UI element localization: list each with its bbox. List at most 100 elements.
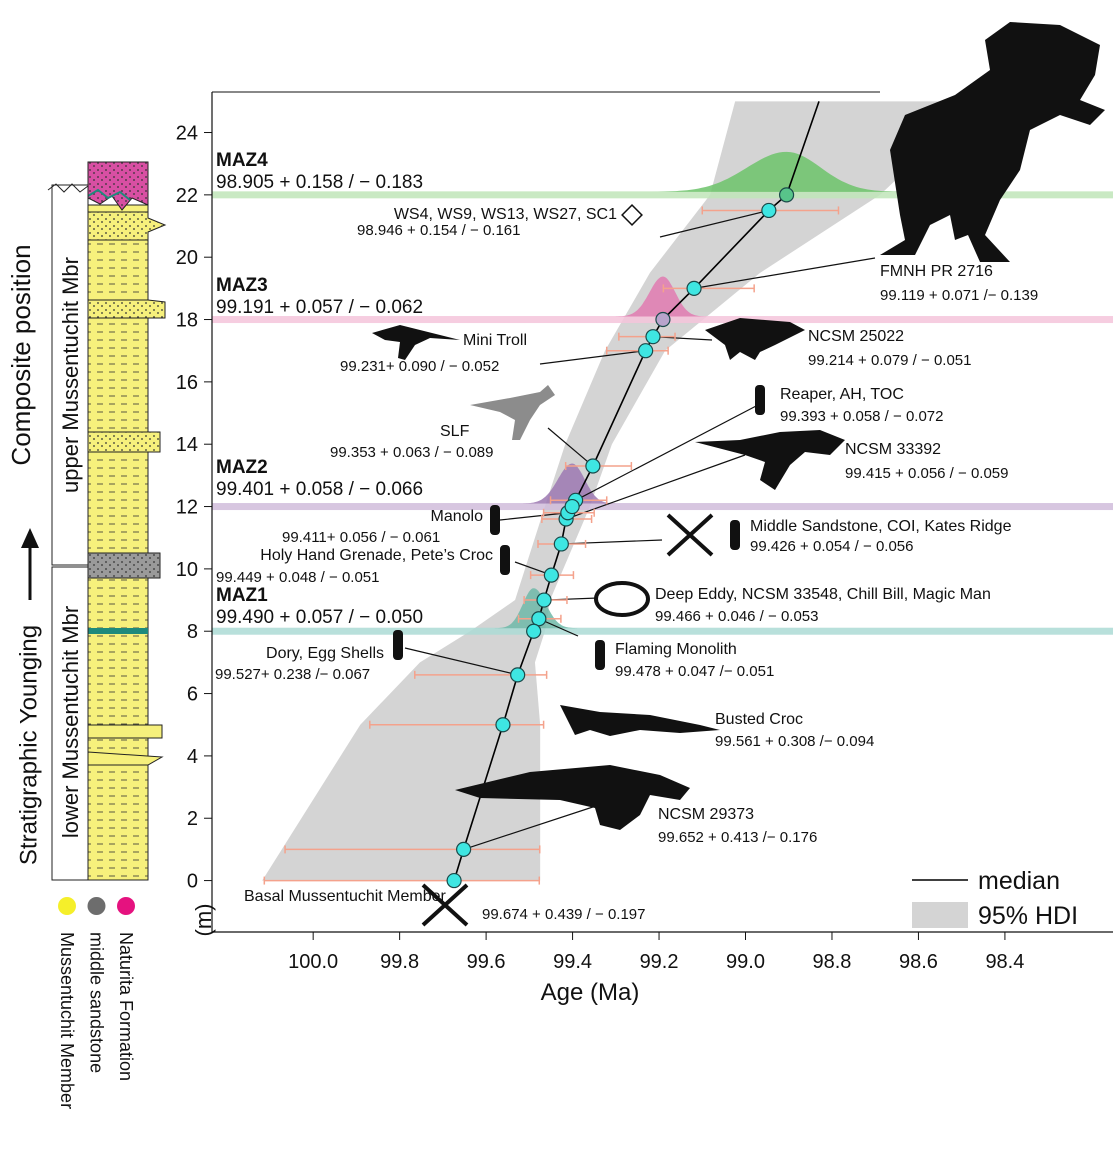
sample-name: Basal Mussentuchit Member xyxy=(244,888,447,905)
error-bar xyxy=(662,284,755,293)
sample-name: NCSM 29373 xyxy=(658,806,754,823)
maz-age: 99.191 + 0.057 / − 0.062 xyxy=(216,297,423,318)
silhouette xyxy=(695,430,845,490)
legend-swatch xyxy=(912,902,968,928)
error-bar xyxy=(605,346,669,355)
sample-point xyxy=(645,329,661,345)
bone-icon xyxy=(595,640,605,670)
sample-age: 99.415 + 0.056 / − 0.059 xyxy=(845,465,1008,482)
silhouette xyxy=(455,765,690,830)
leader-line xyxy=(575,404,759,501)
maz-density xyxy=(518,463,626,504)
sample-point xyxy=(536,592,552,608)
hdi-band xyxy=(262,101,980,881)
y-tick-label: 10 xyxy=(176,559,198,581)
sample-name: Dory, Egg Shells xyxy=(266,645,384,662)
bone-icon xyxy=(490,505,500,535)
sample-age: 99.119 + 0.071 /− 0.139 xyxy=(880,287,1038,304)
y-tick-label: 22 xyxy=(176,185,198,207)
leader-line xyxy=(565,454,746,520)
y-tick-label: 24 xyxy=(176,123,198,145)
maz-density xyxy=(639,151,934,192)
error-bar xyxy=(284,845,541,854)
leader-line xyxy=(463,802,606,850)
y-tick-label: 2 xyxy=(187,808,198,830)
sample-name: Flaming Monolith xyxy=(615,641,737,658)
column-legend-dot xyxy=(117,897,135,915)
maz-point xyxy=(526,623,542,639)
x-tick-label: 98.6 xyxy=(899,951,938,973)
column-legend-label: Naturita Formation xyxy=(116,932,136,1081)
sample-point xyxy=(761,202,777,219)
error-bar xyxy=(369,720,545,729)
bone-icon xyxy=(755,385,765,415)
leader-line xyxy=(499,512,568,521)
y-tick-label: 8 xyxy=(187,621,198,643)
sample-age: 99.449 + 0.048 / − 0.051 xyxy=(216,569,379,586)
maz-name: MAZ4 xyxy=(216,150,268,171)
sample-name: WS4, WS9, WS13, WS27, SC1 xyxy=(394,206,617,223)
x-tick-label: 99.0 xyxy=(726,951,765,973)
sample-point xyxy=(553,536,569,552)
diamond-icon xyxy=(621,204,643,226)
maz-band xyxy=(212,191,1113,199)
member-label: lower Mussentuchit Mbr xyxy=(58,606,83,838)
column-legend-dot xyxy=(87,897,106,915)
sample-age: 99.393 + 0.058 / − 0.072 xyxy=(780,408,943,425)
pickaxe-icon xyxy=(421,883,469,927)
sample-age: 99.214 + 0.079 / − 0.051 xyxy=(808,352,971,369)
y-tick-label: 0 xyxy=(187,871,198,893)
maz-point xyxy=(564,498,580,515)
x-axis-title: Age (Ma) xyxy=(541,979,640,1006)
y-tick-label: 16 xyxy=(176,372,198,394)
maz-name: MAZ2 xyxy=(216,457,268,478)
strat-column xyxy=(21,161,167,881)
y-tick-label: 20 xyxy=(176,247,198,269)
sample-name: SLF xyxy=(440,423,470,440)
bone-icon xyxy=(500,545,510,575)
leader-line xyxy=(404,647,518,676)
maz-band xyxy=(212,503,1113,511)
sample-age: 99.674 + 0.439 / − 0.197 xyxy=(482,906,645,923)
y-tick-label: 12 xyxy=(176,497,198,519)
sample-age: 99.411+ 0.056 / − 0.061 xyxy=(282,529,440,546)
egg-icon xyxy=(594,581,650,617)
maz-age: 99.490 + 0.057 / − 0.050 xyxy=(216,607,423,628)
sample-age: 99.231+ 0.090 / − 0.052 xyxy=(340,358,499,375)
column-legend-label: Mussentuchit Member xyxy=(57,932,77,1109)
silhouette xyxy=(705,318,805,360)
silhouette xyxy=(880,22,1105,262)
sample-age: 99.478 + 0.047 /− 0.051 xyxy=(615,663,774,680)
sample-name: Holy Hand Grenade, Pete’s Croc xyxy=(260,547,493,564)
pickaxe-icon xyxy=(666,513,714,557)
leader-line xyxy=(539,350,646,365)
x-tick-label: 100.0 xyxy=(288,951,338,973)
sample-name: Busted Croc xyxy=(715,711,803,728)
silhouette xyxy=(372,325,460,360)
bone-icon xyxy=(393,630,403,660)
sample-name: NCSM 25022 xyxy=(808,328,904,345)
maz-point xyxy=(655,311,671,328)
legend-label: median xyxy=(978,867,1060,895)
maz-point xyxy=(778,187,795,203)
sample-age: 99.466 + 0.046 / − 0.053 xyxy=(655,608,818,625)
sample-name: NCSM 33392 xyxy=(845,441,941,458)
legend-label: 95% HDI xyxy=(978,902,1078,930)
sample-name: Reaper, AH, TOC xyxy=(780,386,904,403)
sample-age: 98.946 + 0.154 / − 0.161 xyxy=(357,222,520,239)
maz-age: 99.401 + 0.058 / − 0.066 xyxy=(216,479,423,500)
maz-age: 98.905 + 0.158 / − 0.183 xyxy=(216,172,423,193)
x-tick-label: 98.8 xyxy=(813,951,852,973)
maz-density xyxy=(487,588,580,629)
y-axis-title: Composite position xyxy=(6,244,36,465)
y-tick-label: 6 xyxy=(187,684,198,706)
sample-age: 99.561 + 0.308 /− 0.094 xyxy=(715,733,874,750)
sample-name: Mini Troll xyxy=(463,332,527,349)
maz-name: MAZ1 xyxy=(216,585,268,606)
maz-band xyxy=(212,627,1113,635)
maz-name: MAZ3 xyxy=(216,275,268,296)
column-legend-label: middle sandstone xyxy=(87,932,107,1073)
sample-age: 99.426 + 0.054 / − 0.056 xyxy=(750,538,913,555)
sample-point xyxy=(585,458,601,474)
x-tick-label: 98.4 xyxy=(985,951,1024,973)
